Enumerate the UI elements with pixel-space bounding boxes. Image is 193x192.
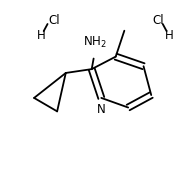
- Text: N: N: [97, 103, 106, 116]
- Text: Cl: Cl: [152, 14, 164, 27]
- Text: H: H: [36, 29, 45, 42]
- Text: NH$_2$: NH$_2$: [83, 35, 107, 50]
- Text: Cl: Cl: [48, 14, 60, 27]
- Text: H: H: [165, 29, 174, 42]
